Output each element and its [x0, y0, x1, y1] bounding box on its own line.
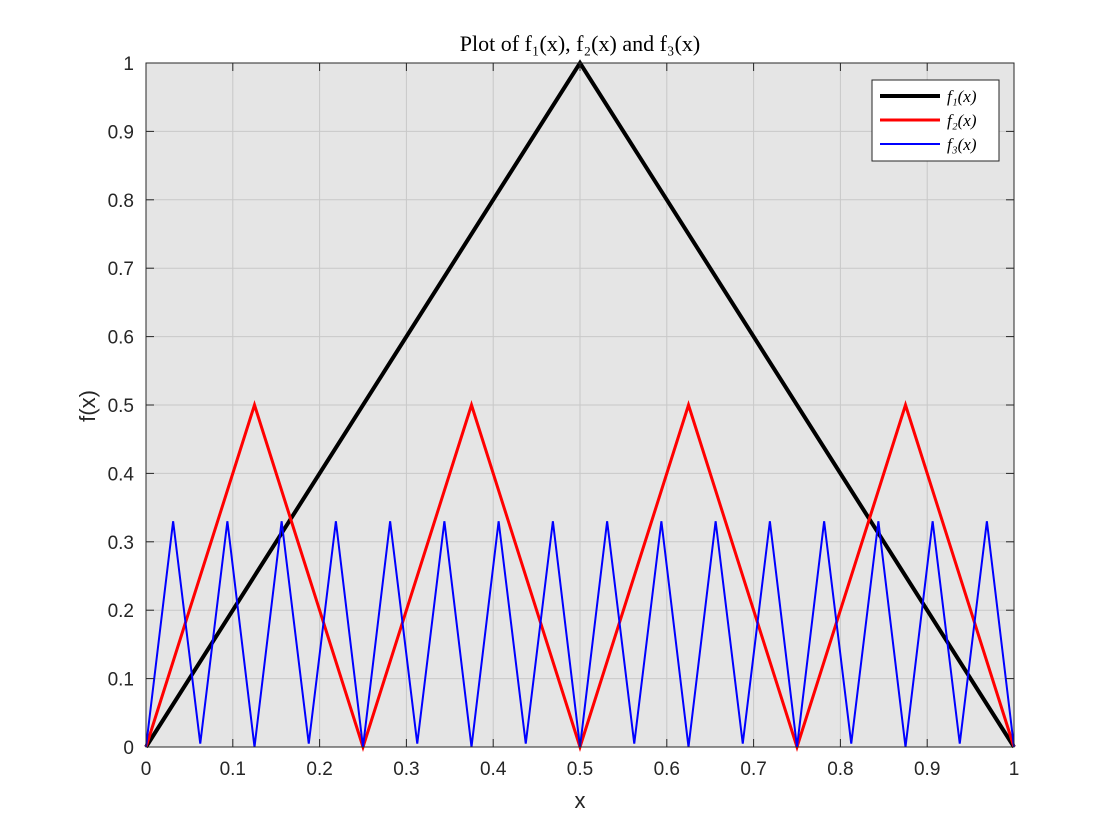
legend-label: f₃(x) — [947, 135, 977, 154]
chart-title: Plot of f₁(x), f₂(x) and f₃(x) — [460, 31, 701, 56]
y-tick-label: 0.2 — [108, 601, 134, 622]
legend-label: f₁(x) — [947, 87, 977, 106]
y-axis-label: f(x) — [75, 390, 100, 422]
legend-f2: f₂(x) — [880, 111, 977, 130]
y-tick-label: 0 — [123, 738, 134, 759]
legend-f3: f₃(x) — [880, 135, 977, 154]
y-tick-label: 0.9 — [108, 122, 134, 143]
x-tick-label: 0.3 — [393, 759, 419, 780]
y-tick-label: 0.4 — [108, 464, 135, 485]
x-tick-label: 1 — [1009, 759, 1020, 780]
y-tick-label: 1 — [123, 54, 134, 75]
y-tick-label: 0.8 — [108, 191, 134, 212]
x-tick-label: 0.8 — [827, 759, 853, 780]
y-axis-ticks: 0 0.1 0.2 0.3 0.4 0.5 0.6 0.7 0.8 0.9 1 — [108, 54, 1014, 759]
x-tick-label: 0.6 — [654, 759, 680, 780]
y-tick-label: 0.6 — [108, 328, 134, 349]
x-tick-label: 0.2 — [306, 759, 332, 780]
legend-label: f₂(x) — [947, 111, 977, 130]
y-tick-label: 0.7 — [108, 259, 134, 280]
legend-f1: f₁(x) — [880, 87, 977, 106]
y-tick-label: 0.3 — [108, 533, 134, 554]
x-axis-label: x — [575, 788, 586, 813]
x-axis-ticks: 0 0.1 0.2 0.3 0.4 0.5 0.6 0.7 0.8 0.9 1 — [141, 63, 1020, 780]
legend: f₁(x) f₂(x) f₃(x) — [871, 79, 1000, 162]
x-tick-label: 0.5 — [567, 759, 593, 780]
x-tick-label: 0 — [141, 759, 152, 780]
y-tick-label: 0.1 — [108, 670, 134, 691]
x-tick-label: 0.4 — [480, 759, 507, 780]
x-tick-label: 0.1 — [220, 759, 246, 780]
x-tick-label: 0.7 — [740, 759, 766, 780]
y-tick-label: 0.5 — [108, 396, 134, 417]
x-tick-label: 0.9 — [914, 759, 940, 780]
